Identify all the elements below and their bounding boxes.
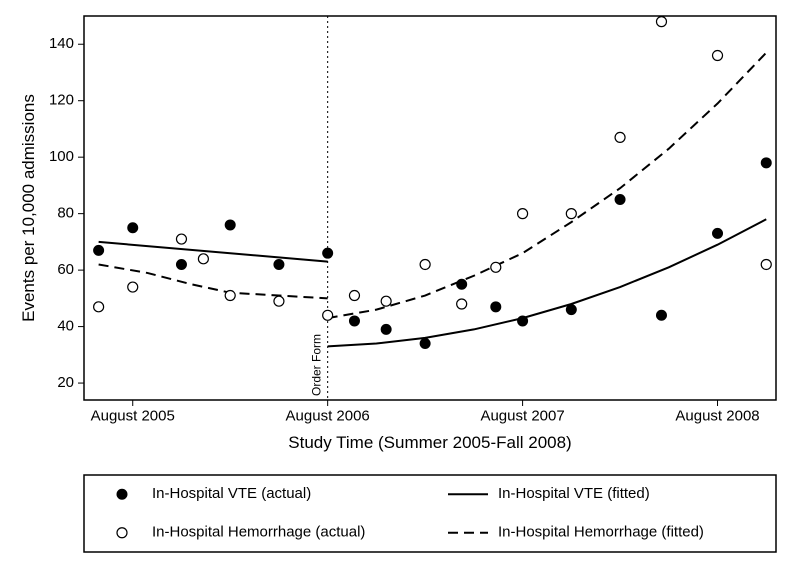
y-tick-label: 40 [57,318,74,335]
y-tick-label: 140 [49,35,74,52]
x-tick-label: August 2008 [675,407,759,424]
hem-actual-point [491,262,501,272]
legend-label: In-Hospital VTE (actual) [152,485,311,502]
y-axis: 20 40 60 80 100 120 140 [49,35,84,391]
vte-actual-point [225,220,235,230]
hem-actual-point [349,291,359,301]
hem-fitted-line [328,53,767,318]
vte-actual-point [176,259,186,269]
vte-actual-point [518,316,528,326]
vte-actual-point [274,259,284,269]
hem-actual-point [225,291,235,301]
vte-actual-point [381,324,391,334]
y-tick-label: 120 [49,92,74,109]
vte-actual-point [713,228,723,238]
fitted-lines [99,53,767,347]
hem-actual-point [761,259,771,269]
hem-actual-point [518,209,528,219]
hem-actual-point [656,17,666,27]
vte-actual-point [94,245,104,255]
hem-actual-point [198,254,208,264]
hem-actual-point [94,302,104,312]
vte-actual-point [656,310,666,320]
vte-fitted-line [328,219,767,346]
vte-actual-point [761,158,771,168]
vte-actual-point [323,248,333,258]
legend-label: In-Hospital Hemorrhage (actual) [152,524,365,541]
x-axis: August 2005 August 2006 August 2007 August … [91,400,760,424]
hem-actual-point [323,310,333,320]
hem-actual-point [457,299,467,309]
vte-actual-point [457,279,467,289]
vte-fitted-line [99,242,328,262]
vte-actual-point [491,302,501,312]
legend-label: In-Hospital VTE (fitted) [498,485,650,502]
y-tick-label: 20 [57,374,74,391]
y-tick-label: 80 [57,205,74,222]
y-tick-label: 60 [57,261,74,278]
scatter-points [94,17,772,349]
hem-actual-point [176,234,186,244]
hem-actual-point [713,51,723,61]
vte-actual-point [349,316,359,326]
hem-actual-point [420,259,430,269]
x-tick-label: August 2007 [480,407,564,424]
vte-actual-point [420,339,430,349]
y-axis-title: Events per 10,000 admissions [19,94,38,322]
hem-actual-point [274,296,284,306]
hem-actual-point [128,282,138,292]
chart-svg: 20 40 60 80 100 120 140 August 2005 August 2006… [0,0,799,565]
x-tick-label: August 2006 [286,407,370,424]
hem-actual-point [566,209,576,219]
y-tick-label: 100 [49,148,74,165]
intervention-label: Order Form [310,334,324,396]
vte-actual-point [615,195,625,205]
hem-fitted-line [99,264,328,298]
legend-marker-vte-actual [117,489,127,499]
chart-container: 20 40 60 80 100 120 140 August 2005 August 2006… [0,0,799,565]
legend-marker-hem-actual [117,528,127,538]
x-tick-label: August 2005 [91,407,175,424]
hem-actual-point [615,132,625,142]
legend-label: In-Hospital Hemorrhage (fitted) [498,524,704,541]
x-axis-title: Study Time (Summer 2005-Fall 2008) [288,433,571,452]
hem-actual-point [381,296,391,306]
vte-actual-point [128,223,138,233]
legend-item: In-Hospital Hemorrhage (actual) [117,524,365,541]
vte-actual-point [566,305,576,315]
